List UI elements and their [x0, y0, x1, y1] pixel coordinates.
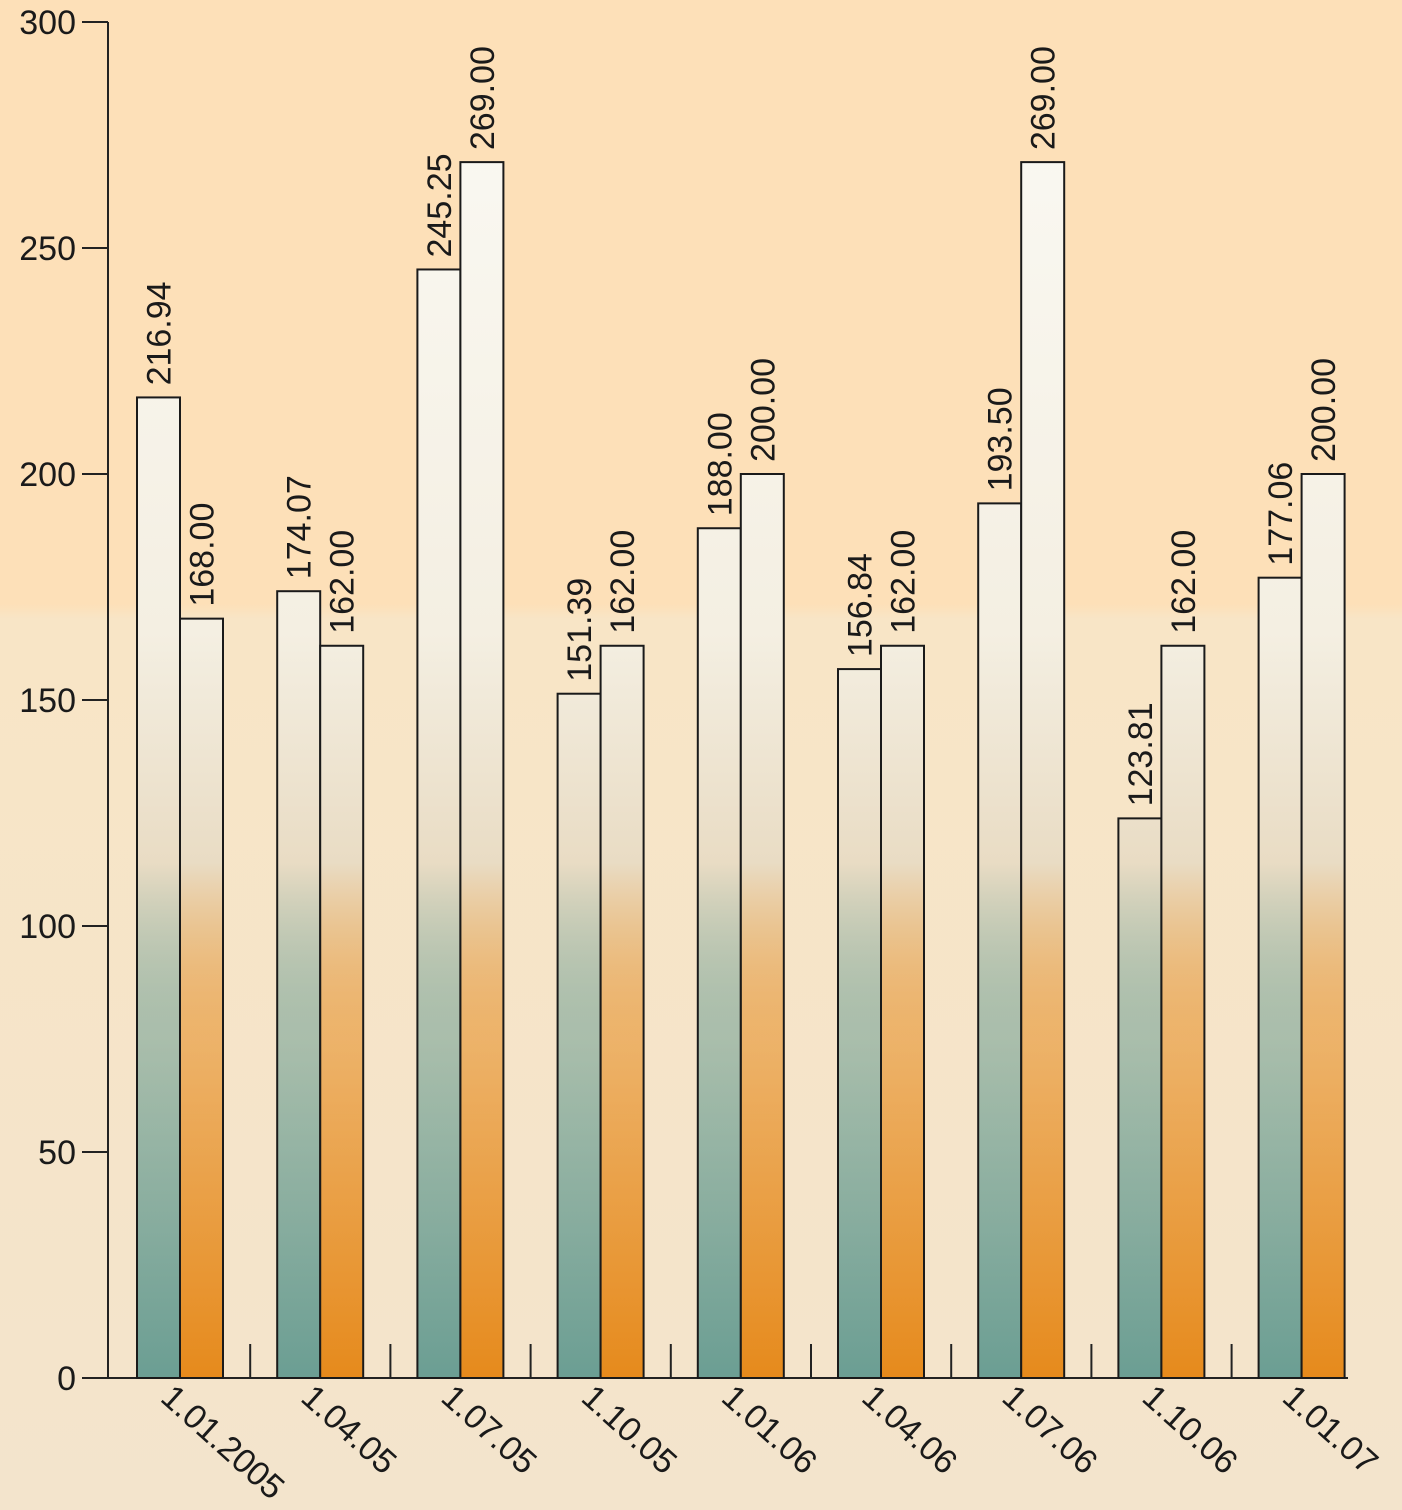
bar — [1021, 162, 1064, 1378]
y-tick-label: 250 — [19, 230, 76, 268]
value-label: 177.06 — [1262, 462, 1300, 566]
bar — [1259, 578, 1302, 1378]
value-label: 193.50 — [982, 387, 1020, 491]
y-tick-label: 200 — [19, 456, 76, 494]
value-label: 245.25 — [421, 153, 459, 257]
value-label: 269.00 — [1025, 46, 1063, 150]
value-label: 156.84 — [842, 553, 880, 657]
bar — [320, 646, 363, 1378]
bar — [460, 162, 503, 1378]
bar — [838, 669, 881, 1378]
value-label: 162.00 — [885, 530, 923, 634]
bar — [180, 619, 223, 1378]
y-tick-label: 50 — [38, 1134, 76, 1172]
value-label: 200.00 — [1305, 358, 1343, 462]
value-label: 216.94 — [141, 281, 179, 385]
y-tick-label: 100 — [19, 908, 76, 946]
value-label: 162.00 — [1165, 530, 1203, 634]
bar — [698, 528, 741, 1378]
y-tick-label: 0 — [57, 1360, 76, 1398]
bar — [277, 591, 320, 1378]
chart: 050100150200250300216.94168.001.01.20051… — [0, 0, 1402, 1510]
value-label: 168.00 — [184, 503, 222, 607]
y-tick-label: 150 — [19, 682, 76, 720]
value-label: 174.07 — [281, 475, 319, 579]
bar — [601, 646, 644, 1378]
value-label: 269.00 — [464, 46, 502, 150]
bar — [881, 646, 924, 1378]
bar — [1118, 818, 1161, 1378]
bar — [1161, 646, 1204, 1378]
value-label: 188.00 — [701, 412, 739, 516]
bar — [1302, 474, 1345, 1378]
value-label: 123.81 — [1122, 702, 1160, 806]
y-tick-label: 300 — [19, 4, 76, 42]
bar — [417, 269, 460, 1378]
bar — [558, 694, 601, 1378]
value-label: 200.00 — [744, 358, 782, 462]
value-label: 162.00 — [604, 530, 642, 634]
bar — [741, 474, 784, 1378]
bar — [137, 397, 180, 1378]
bar — [978, 503, 1021, 1378]
value-label: 162.00 — [324, 530, 362, 634]
value-label: 151.39 — [561, 578, 599, 682]
